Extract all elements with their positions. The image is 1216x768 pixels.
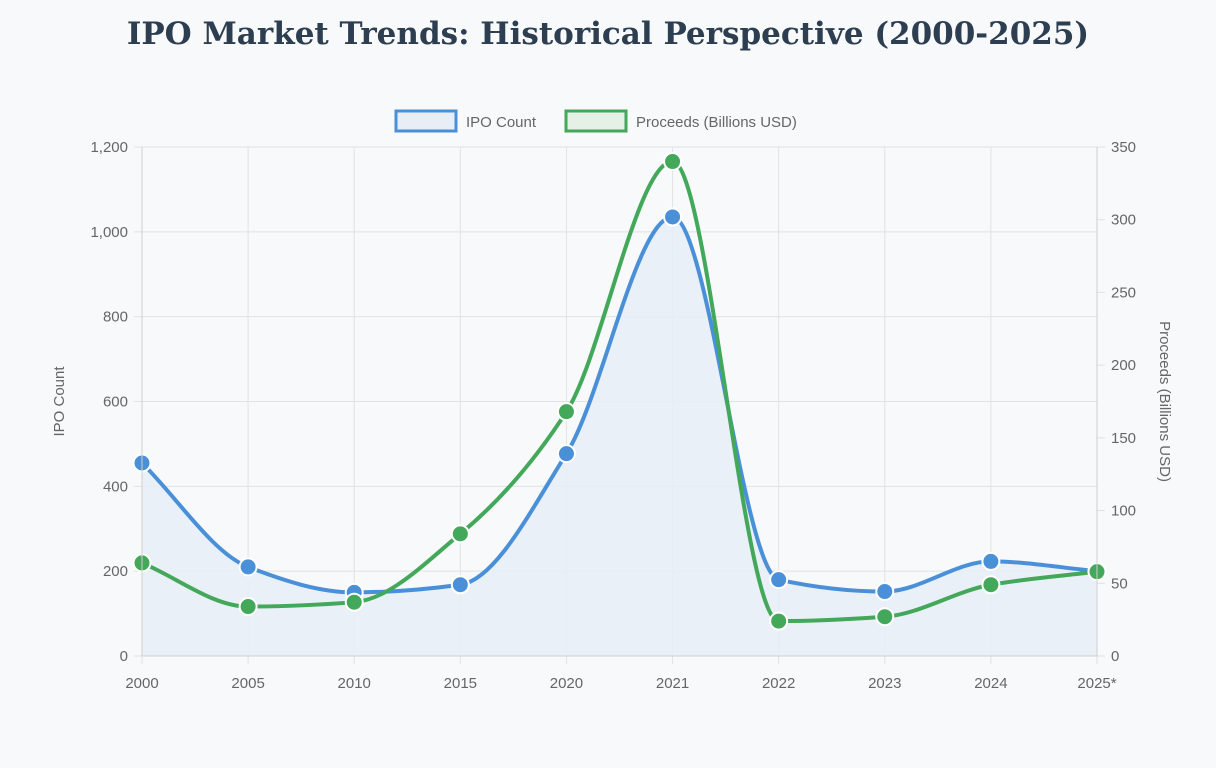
x-tick-label: 2023 — [868, 675, 901, 692]
y-tick-label: 600 — [103, 394, 128, 411]
ipo-count-point-2005 — [238, 557, 258, 577]
ipo-count-line — [140, 214, 1099, 595]
proceeds-billions-usd-point-2021 — [663, 152, 683, 172]
x-tick-label: 2010 — [338, 675, 371, 692]
y2-tick-label: 150 — [1111, 430, 1136, 447]
proceeds-billions-usd-point-2010 — [344, 592, 364, 612]
legend-swatch-ipo-count — [394, 109, 458, 133]
legend-item-ipo-count[interactable]: IPO Count — [394, 109, 537, 133]
legend[interactable]: IPO Count Proceeds (Billions USD) — [394, 109, 797, 133]
x-tick-label: 2000 — [125, 675, 158, 692]
y-tick-label: 400 — [103, 478, 128, 495]
y2-tick-label: 350 — [1111, 139, 1136, 156]
legend-swatch-proceeds-billions-usd — [564, 109, 628, 133]
x-tick-label: 2022 — [762, 675, 795, 692]
y2-tick-label: 100 — [1111, 503, 1136, 520]
ipo-count-point-2015 — [450, 575, 470, 595]
y2-tick-label: 250 — [1111, 284, 1136, 301]
y2-axis-title: Proceeds (Billions USD) — [1156, 321, 1173, 482]
y2-tick-label: 200 — [1111, 357, 1136, 374]
y-tick-label: 1,000 — [90, 224, 128, 241]
ipo-count-point-2023 — [875, 582, 895, 602]
legend-label-proceeds-billions-usd: Proceeds (Billions USD) — [636, 114, 797, 131]
x-tick-label: 2020 — [550, 675, 583, 692]
ipo-count-point-2021 — [663, 207, 683, 227]
x-tick-label: 2015 — [444, 675, 477, 692]
x-tick-label: 2025* — [1077, 675, 1116, 692]
proceeds-billions-usd-line — [140, 159, 1099, 624]
y-tick-label: 1,200 — [90, 139, 128, 156]
ipo-count-point-2020 — [556, 444, 576, 464]
y2-tick-label: 300 — [1111, 212, 1136, 229]
proceeds-billions-usd-point-2023 — [875, 607, 895, 627]
proceeds-billions-usd-point-2022 — [769, 611, 789, 631]
y-axis-title: IPO Count — [51, 366, 68, 437]
x-tick-label: 2021 — [656, 675, 689, 692]
chart-title: IPO Market Trends: Historical Perspectiv… — [126, 16, 1090, 52]
proceeds-billions-usd-point-2015 — [450, 524, 470, 544]
y2-tick-label: 0 — [1111, 648, 1119, 665]
ipo-count-point-2022 — [769, 570, 789, 590]
x-tick-label: 2024 — [974, 675, 1007, 692]
series-lines — [140, 159, 1099, 624]
x-tick-label: 2005 — [231, 675, 264, 692]
y-tick-label: 200 — [103, 563, 128, 580]
legend-item-proceeds-billions-usd[interactable]: Proceeds (Billions USD) — [564, 109, 797, 133]
proceeds-billions-usd-point-2024 — [981, 575, 1001, 595]
ipo-count-area — [142, 216, 1097, 657]
proceeds-billions-usd-point-2020 — [556, 402, 576, 422]
y2-tick-label: 50 — [1111, 575, 1128, 592]
y-tick-label: 800 — [103, 309, 128, 326]
area-fill-layer — [142, 216, 1097, 657]
axes: 0 200 400 600 800 1,000 1,200 0 50 100 150 200 250 30… — [51, 139, 1173, 692]
legend-label-ipo-count: IPO Count — [466, 114, 537, 131]
y-tick-label: 0 — [120, 648, 128, 665]
proceeds-billions-usd-point-2005 — [238, 597, 258, 617]
ipo-count-point-2024 — [981, 551, 1001, 571]
